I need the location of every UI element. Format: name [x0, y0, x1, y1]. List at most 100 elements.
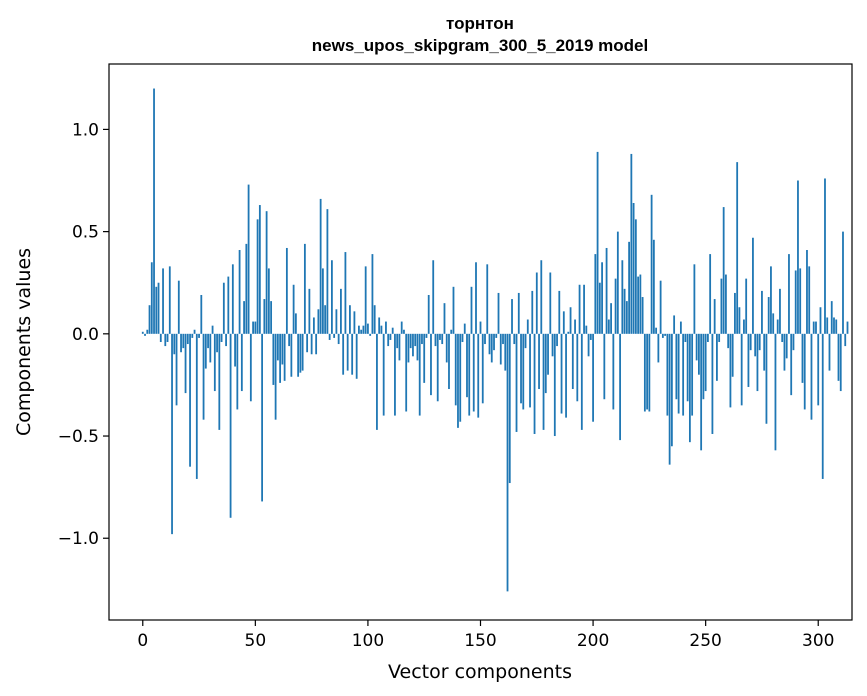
- bar-component-221: [639, 274, 642, 334]
- bar-component-230: [659, 280, 662, 334]
- bar-component-282: [776, 319, 779, 334]
- bar-component-249: [702, 333, 705, 400]
- bar-component-305: [828, 333, 831, 371]
- bar-component-112: [394, 333, 396, 416]
- bar-component-49: [252, 321, 254, 334]
- bar-component-31: [211, 325, 214, 334]
- bar-component-182: [551, 333, 554, 357]
- bar-component-59: [274, 333, 277, 420]
- bar-component-245: [693, 264, 696, 334]
- bar-component-2: [146, 329, 149, 334]
- bar-component-295: [806, 250, 808, 334]
- bar-component-173: [531, 290, 534, 334]
- bar-component-251: [707, 333, 709, 342]
- bar-component-228: [655, 327, 658, 334]
- bar-component-142: [461, 333, 464, 342]
- bar-component-66: [290, 333, 293, 377]
- bar-component-45: [243, 301, 245, 334]
- bar-component-241: [684, 333, 687, 342]
- bar-component-204: [601, 262, 603, 334]
- bar-component-232: [664, 333, 667, 336]
- bar-component-198: [587, 333, 590, 357]
- bar-component-279: [770, 266, 772, 334]
- bar-component-285: [783, 333, 786, 371]
- bar-component-135: [445, 333, 448, 363]
- bar-component-184: [556, 333, 558, 347]
- bar-component-214: [623, 288, 626, 334]
- bar-component-107: [382, 333, 385, 416]
- bar-component-134: [443, 303, 446, 334]
- bar-component-108: [385, 321, 387, 334]
- bar-component-130: [434, 333, 437, 347]
- bar-component-207: [607, 319, 610, 334]
- bar-component-114: [398, 333, 401, 361]
- bar-component-124: [421, 333, 423, 345]
- bar-component-38: [227, 276, 230, 334]
- bar-component-1: [144, 333, 146, 336]
- bar-component-288: [790, 333, 793, 396]
- y-axis-ticks: −1.0 −0.5 0.0 0.5 1.0: [58, 120, 109, 549]
- bar-component-101: [369, 333, 372, 336]
- bar-component-53: [261, 333, 263, 502]
- bar-component-185: [558, 290, 561, 334]
- bar-component-270: [749, 333, 752, 351]
- bar-component-141: [459, 333, 462, 422]
- bar-component-217: [630, 153, 633, 334]
- bar-component-121: [414, 333, 417, 347]
- bar-component-138: [452, 286, 455, 334]
- bar-component-309: [837, 333, 840, 381]
- bar-component-274: [758, 333, 761, 351]
- bar-component-243: [688, 333, 691, 443]
- bar-component-127: [427, 294, 430, 334]
- x-tick-label: 50: [245, 631, 267, 651]
- bar-component-64: [285, 247, 288, 334]
- bar-component-7: [157, 282, 160, 334]
- bar-component-189: [567, 331, 570, 334]
- bar-component-137: [450, 329, 453, 334]
- bar-component-57: [270, 301, 273, 334]
- bar-component-103: [373, 305, 376, 334]
- bar-component-218: [632, 203, 635, 334]
- bar-component-13: [171, 333, 173, 535]
- bar-component-42: [236, 333, 239, 410]
- x-tick-label: 200: [577, 631, 609, 651]
- bar-component-172: [529, 333, 531, 408]
- x-axis-label: Vector components: [388, 661, 572, 683]
- bar-component-140: [457, 333, 459, 428]
- bar-component-41: [234, 333, 236, 367]
- bar-component-242: [686, 333, 689, 402]
- bar-component-83: [328, 333, 331, 340]
- bar-component-258: [722, 207, 725, 334]
- bar-component-252: [709, 254, 712, 334]
- bar-component-171: [526, 319, 529, 334]
- bar-component-143: [463, 323, 466, 334]
- bar-component-191: [571, 333, 574, 390]
- bar-component-35: [220, 333, 223, 342]
- plot-frame: [108, 63, 853, 621]
- bar-component-210: [614, 278, 617, 334]
- bar-component-156: [493, 333, 495, 351]
- bar-component-168: [520, 333, 522, 404]
- bar-component-298: [812, 321, 815, 334]
- bar-component-193: [576, 333, 579, 402]
- bar-component-48: [249, 333, 252, 402]
- bar-component-175: [535, 272, 538, 334]
- bar-component-268: [745, 278, 748, 334]
- bar-component-113: [396, 333, 399, 349]
- bar-component-136: [448, 333, 450, 390]
- bar-component-87: [337, 333, 340, 345]
- bar-component-16: [177, 280, 180, 334]
- bar-component-186: [560, 333, 563, 414]
- bar-component-158: [497, 292, 500, 334]
- bar-component-88: [340, 288, 342, 334]
- bar-component-166: [515, 333, 518, 432]
- bar-component-54: [263, 299, 266, 334]
- bar-component-302: [821, 333, 824, 479]
- bar-component-248: [700, 333, 703, 451]
- bar-component-132: [439, 333, 441, 340]
- bar-component-46: [245, 243, 248, 334]
- bar-component-56: [267, 268, 270, 334]
- bar-component-120: [412, 333, 414, 357]
- bar-component-195: [580, 333, 583, 430]
- bar-component-226: [650, 194, 653, 334]
